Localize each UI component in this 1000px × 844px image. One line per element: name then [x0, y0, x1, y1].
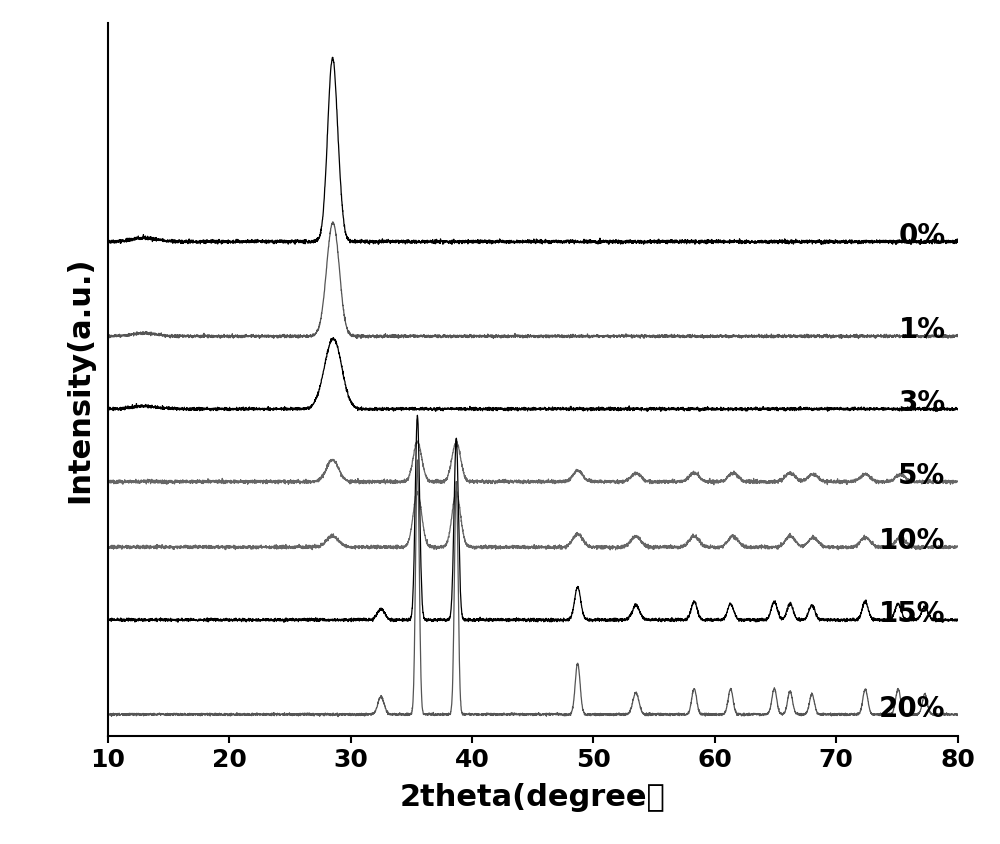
Y-axis label: Intensity(a.u.): Intensity(a.u.) — [65, 257, 94, 503]
X-axis label: 2theta(degree）: 2theta(degree） — [400, 783, 666, 812]
Text: 3%: 3% — [898, 389, 945, 417]
Text: 0%: 0% — [898, 222, 945, 250]
Text: 5%: 5% — [898, 462, 945, 490]
Text: 15%: 15% — [879, 600, 945, 628]
Text: 10%: 10% — [879, 528, 945, 555]
Text: 1%: 1% — [898, 316, 945, 344]
Text: 20%: 20% — [879, 695, 945, 722]
